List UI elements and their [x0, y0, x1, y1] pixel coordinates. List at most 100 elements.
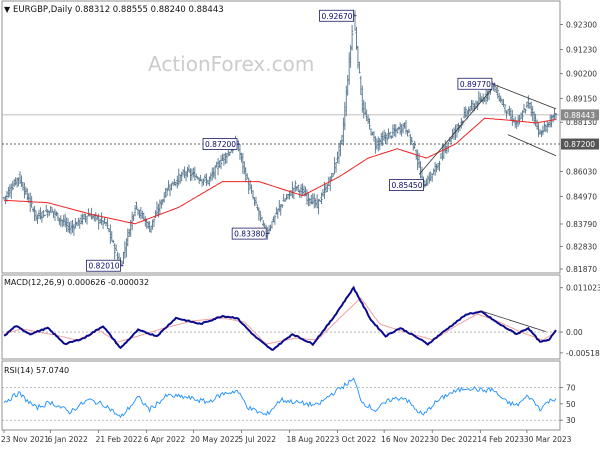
price-bar	[439, 153, 443, 159]
price-bar	[289, 189, 293, 196]
price-bar	[146, 221, 150, 229]
price-bar	[362, 99, 365, 119]
price-bar	[359, 75, 363, 95]
price-bar	[202, 178, 205, 186]
price-bar	[495, 86, 498, 94]
annotation-box	[457, 77, 493, 90]
panel-frames	[1, 0, 561, 431]
price-bar	[315, 194, 319, 209]
price-bar	[173, 178, 176, 186]
watermark: ActionForex.com	[148, 52, 314, 76]
price-bar	[23, 182, 26, 199]
price-bar	[340, 134, 344, 145]
y-tick-label: 0.91230	[566, 46, 597, 55]
price-bar	[506, 108, 510, 113]
price-bar	[384, 132, 387, 145]
annotation-label: 0.89770	[460, 80, 491, 89]
price-bar	[273, 214, 277, 225]
macd-tick-label: -0.005182	[566, 349, 600, 358]
price-bar	[123, 241, 127, 259]
price-bar	[181, 169, 185, 175]
price-bar	[470, 100, 473, 111]
price-bar	[112, 239, 115, 244]
price-bar	[438, 160, 441, 172]
price-bar	[534, 113, 537, 127]
price-bar	[497, 92, 501, 102]
price-bar	[213, 165, 217, 180]
price-bar	[419, 161, 422, 179]
price-bar	[553, 108, 556, 120]
price-bar	[78, 219, 81, 229]
annotation-box	[202, 138, 238, 150]
rsi-tick-label: 70	[566, 383, 576, 392]
price-bar	[355, 26, 358, 50]
y-tick-label: 0.92300	[566, 20, 597, 29]
price-bar	[334, 162, 338, 173]
price-bar	[46, 209, 49, 218]
price-bar	[125, 238, 128, 258]
price-bar	[216, 158, 220, 176]
price-bar	[343, 101, 347, 131]
price-bar	[31, 207, 35, 213]
price-bar	[66, 218, 70, 233]
price-bar	[177, 168, 180, 186]
price-bar	[508, 105, 511, 116]
price-bar	[393, 124, 396, 137]
price-bar	[247, 177, 250, 195]
x-tick-label: 30 Dec 2022	[429, 435, 477, 444]
price-bar	[413, 140, 416, 149]
price-annotation: 0.89770	[457, 77, 495, 90]
price-bar	[152, 218, 156, 228]
price-bar	[509, 108, 513, 121]
price-bar	[253, 197, 256, 206]
price-bar	[263, 223, 266, 229]
price-bar	[546, 120, 549, 133]
price-trendlines	[418, 83, 557, 175]
price-bar	[547, 121, 550, 128]
price-bar	[364, 101, 367, 115]
macd-tick-label: 0.011023	[566, 284, 600, 293]
price-bar	[180, 171, 183, 182]
price-bar	[385, 133, 389, 145]
price-bar	[160, 199, 163, 209]
price-bar	[283, 198, 287, 203]
price-bar	[81, 213, 84, 225]
price-bar	[199, 174, 202, 182]
price-bar	[7, 186, 10, 198]
price-bar	[407, 128, 411, 134]
y-tick-label: 0.88130	[566, 118, 597, 127]
y-tick-label: 0.90200	[566, 70, 597, 79]
price-bar	[184, 170, 188, 182]
price-bar	[550, 114, 553, 128]
price-bar	[215, 161, 218, 168]
price-bar	[396, 128, 399, 134]
price-bar	[176, 175, 179, 189]
price-bar	[26, 188, 29, 201]
price-bar	[339, 140, 342, 157]
panel-frame-0	[1, 0, 561, 274]
dropdown-arrow-icon[interactable]: ▼	[4, 5, 11, 14]
price-bar	[318, 199, 322, 202]
price-bar	[275, 207, 278, 215]
price-bar	[324, 184, 328, 194]
price-bar	[165, 187, 169, 196]
price-bar	[47, 210, 51, 217]
price-bar	[449, 137, 453, 145]
price-bar	[388, 131, 392, 139]
price-bar	[426, 175, 430, 186]
price-bar	[321, 189, 325, 197]
price-bar	[107, 228, 111, 233]
price-bar	[544, 124, 548, 132]
price-bar	[24, 186, 28, 195]
x-tick-label: 21 Feb 2022	[96, 435, 143, 444]
price-bar	[463, 107, 466, 119]
y-tick-label: 0.83790	[566, 220, 597, 229]
price-bar	[479, 92, 482, 103]
price-bar	[197, 177, 201, 185]
price-bar	[525, 101, 529, 109]
moving-average-line	[3, 117, 557, 225]
price-bar	[33, 205, 36, 221]
price-bar	[400, 123, 403, 137]
price-bar	[294, 180, 297, 192]
